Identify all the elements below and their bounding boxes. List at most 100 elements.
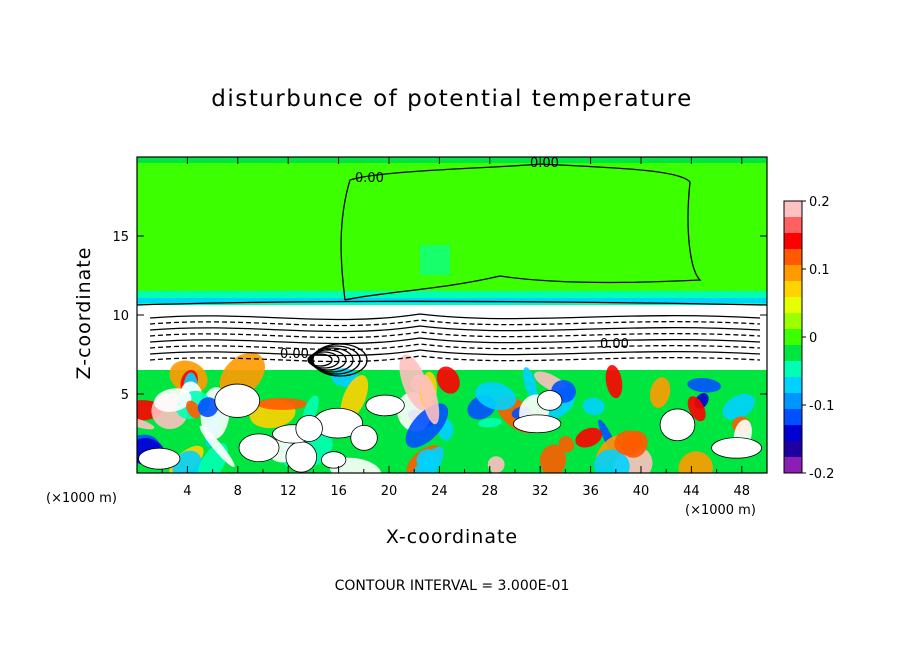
chart-title: disturbunce of potential temperature	[211, 86, 693, 112]
colorbar-label-0: 0.2	[809, 195, 830, 210]
eddy-blob	[365, 394, 405, 417]
contour-label-3: 0.00	[600, 337, 629, 352]
contour-zero-upper	[340, 163, 702, 301]
colorbar-swatch-15	[784, 441, 802, 458]
colorbar-swatch-12	[784, 393, 802, 410]
field-blob	[605, 364, 623, 399]
x-tick-label-8: 36	[582, 484, 599, 499]
eddy-blob	[138, 447, 181, 470]
x-tick-label-2: 12	[280, 484, 297, 499]
field-blob	[487, 456, 505, 473]
x-tick-label-9: 40	[633, 484, 650, 499]
field-blob	[154, 388, 192, 412]
colorbar-swatch-10	[784, 361, 802, 378]
y-axis: 5 10 15	[112, 230, 767, 403]
x-unit-left: (×1000 m)	[46, 491, 117, 506]
colorbar-swatch-1	[784, 217, 802, 234]
eddy-blob	[512, 414, 562, 434]
contour-mid-6	[149, 349, 761, 357]
contour-label-2: 0.00	[280, 347, 309, 362]
colorbar-label-4: -0.2	[809, 467, 834, 482]
y-tick-label-0: 5	[121, 388, 129, 403]
colorbar-swatch-3	[784, 249, 802, 266]
colorbar-swatch-8	[784, 329, 802, 346]
colorbar-swatch-14	[784, 425, 802, 442]
eddy-blob	[295, 415, 323, 442]
field-blob	[722, 393, 755, 420]
contour-ring	[307, 353, 333, 367]
eddy-blob	[350, 424, 378, 451]
field-blob	[436, 366, 460, 394]
colorbar-swatch-5	[784, 281, 802, 298]
x-axis: 4 8 12 16 20 24 28 32 36 40 44 48	[161, 157, 751, 499]
eddy-blob	[238, 433, 280, 463]
tropopause-line	[137, 298, 767, 303]
colorbar-swatch-11	[784, 377, 802, 394]
field-blob	[186, 400, 201, 419]
colorbar-swatch-2	[784, 233, 802, 250]
field-blob	[614, 430, 643, 456]
colorbar-label-2: 0	[809, 331, 817, 346]
colorbar-swatch-0	[784, 201, 802, 218]
x-tick-label-4: 20	[381, 484, 398, 499]
plot-area: 0.00 0.00 0.00 0.00	[137, 156, 767, 473]
colorbar: 0.2 0.1 0 -0.1 -0.2	[783, 195, 834, 482]
x-unit-right: (×1000 m)	[685, 503, 756, 518]
colorbar-swatch-4	[784, 265, 802, 282]
eddy-blob	[321, 451, 347, 469]
field-blob	[420, 375, 440, 425]
contour-label-1: 0.00	[530, 156, 559, 171]
eddy-blob	[659, 408, 696, 442]
field-blob	[137, 400, 163, 421]
field-blob	[594, 449, 630, 473]
colorbar-swatch-7	[784, 313, 802, 330]
field-blob	[649, 377, 671, 408]
colorbar-label-3: -0.1	[809, 399, 834, 414]
field-blob	[523, 367, 538, 400]
field-blob	[197, 397, 219, 418]
field-blob	[678, 451, 713, 473]
field-blob	[687, 378, 721, 393]
field-blob	[416, 449, 438, 471]
field-blob	[687, 396, 706, 422]
x-tick-label-3: 16	[330, 484, 347, 499]
y-tick-label-2: 15	[112, 230, 129, 245]
x-tick-label-10: 44	[683, 484, 700, 499]
contour-mid-0	[149, 313, 761, 321]
contour-ring	[312, 343, 368, 377]
x-tick-label-1: 8	[234, 484, 242, 499]
contour-ring	[310, 347, 354, 373]
eddy-blob	[536, 390, 563, 411]
contour-ring	[308, 351, 340, 369]
x-tick-label-6: 28	[482, 484, 499, 499]
eddy-blob	[285, 441, 318, 473]
field-blob	[582, 397, 605, 416]
field-blob	[558, 436, 575, 453]
x-tick-label-5: 24	[431, 484, 448, 499]
x-axis-label: X-coordinate	[385, 526, 519, 548]
eddy-blob	[214, 383, 261, 418]
contour-ring	[309, 349, 347, 371]
contour-mid-2	[149, 325, 761, 333]
field-blob	[478, 417, 502, 428]
field-blob	[475, 382, 517, 411]
y-axis-label: Z-coordinate	[73, 246, 95, 380]
contour-ring	[311, 345, 361, 375]
field-blob	[575, 427, 603, 448]
contour-tropopause	[137, 300, 767, 306]
colorbar-label-1: 0.1	[809, 263, 830, 278]
colorbar-swatch-9	[784, 345, 802, 362]
x-tick-label-11: 48	[734, 484, 751, 499]
colorbar-swatch-6	[784, 297, 802, 314]
cyan-patch	[420, 245, 450, 275]
contour-interval: CONTOUR INTERVAL = 3.000E-01	[334, 578, 570, 594]
eddy-blob	[711, 437, 763, 459]
top-strip	[137, 157, 767, 163]
mid-layer	[137, 305, 767, 370]
colorbar-swatch-16	[784, 457, 802, 474]
contour-mid-4	[149, 337, 761, 345]
field-blob	[256, 398, 308, 410]
x-tick-label-0: 4	[183, 484, 191, 499]
field-blob	[539, 444, 567, 473]
